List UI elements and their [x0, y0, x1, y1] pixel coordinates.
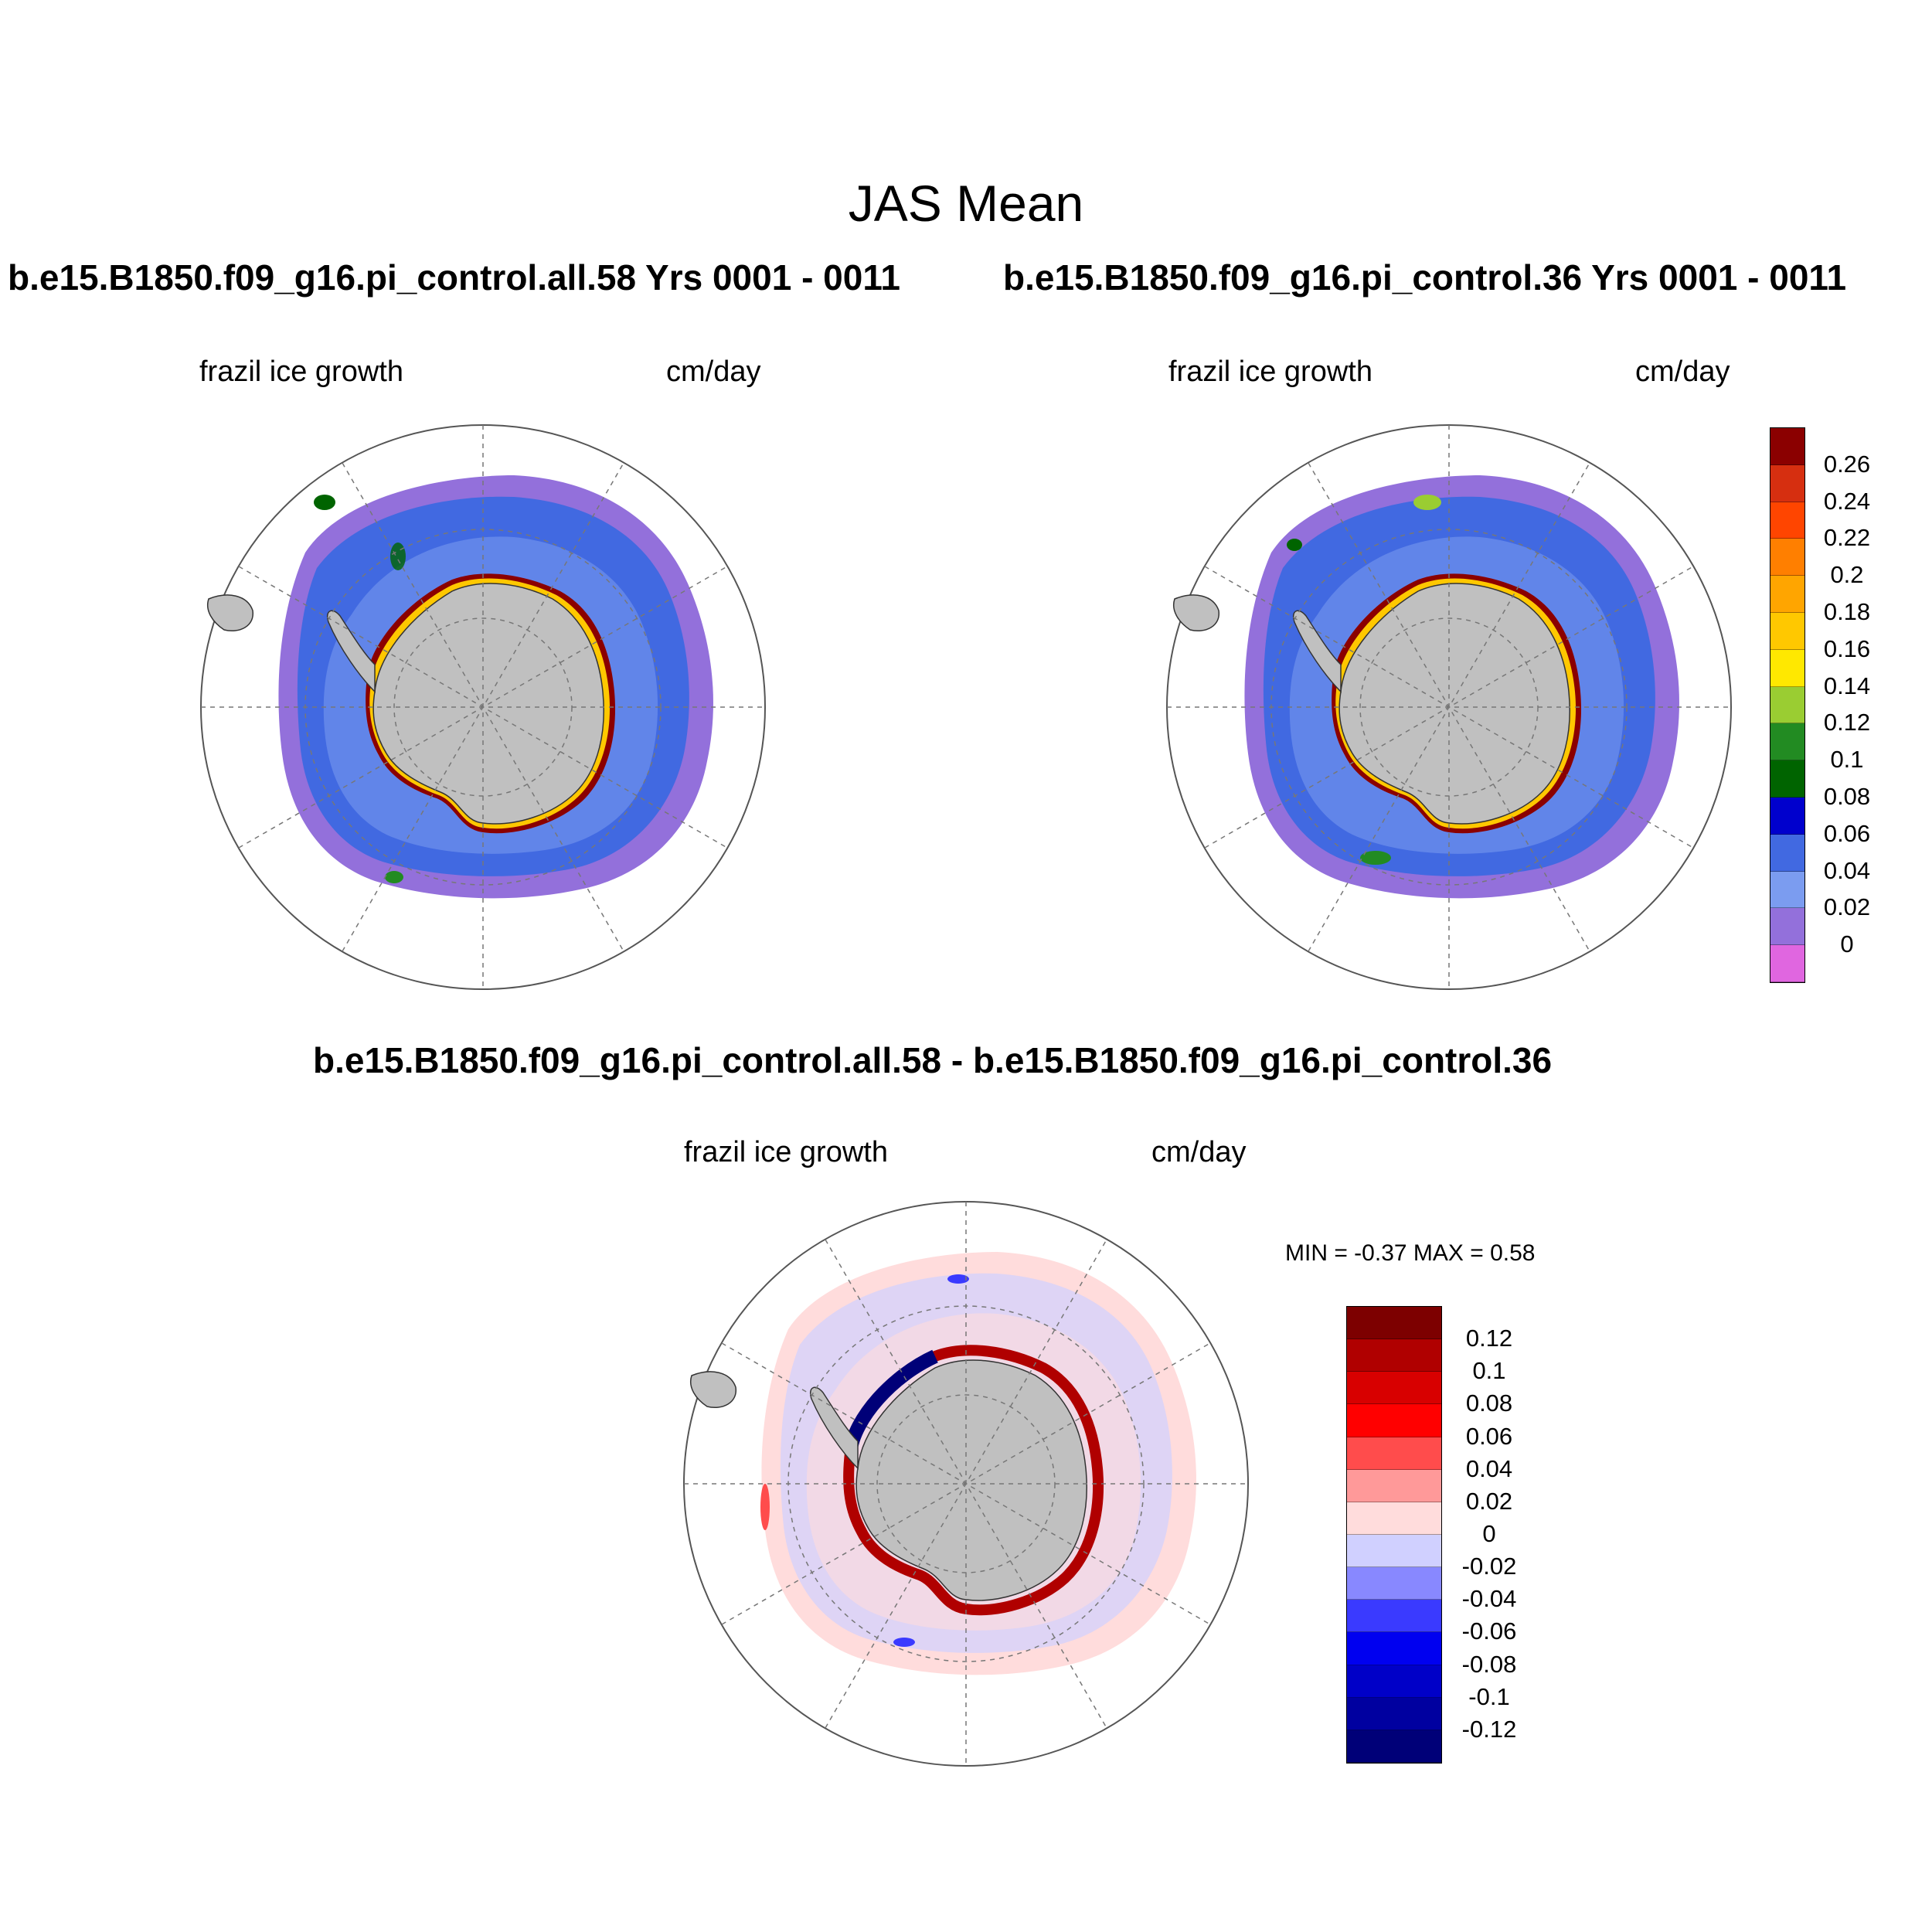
polar-map-panel1 [200, 424, 766, 990]
colorbar-swatch [1347, 1372, 1441, 1405]
colorbar-tick-label: 0.04 [1465, 1454, 1513, 1482]
colorbar-swatch [1770, 871, 1804, 909]
colorbar-tick-label: -0.08 [1461, 1650, 1517, 1678]
colorbar-swatch [1347, 1567, 1441, 1600]
colorbar-tick-label: 0.1 [1472, 1357, 1506, 1385]
colorbar-swatch [1347, 1404, 1441, 1437]
colorbar-tick-label: 0.2 [1830, 561, 1864, 589]
panel1-case-title: b.e15.B1850.f09_g16.pi_control.all.58 Yr… [8, 257, 900, 298]
colorbar-swatch [1770, 539, 1804, 577]
colorbar-swatch [1770, 686, 1804, 724]
colorbar-swatch [1770, 945, 1804, 982]
colorbar-swatch [1347, 1730, 1441, 1763]
colorbar-swatch [1770, 723, 1804, 761]
figure-title: JAS Mean [848, 175, 1084, 232]
polar-map-panel2 [1166, 424, 1732, 990]
colorbar-tick-label: 0 [1840, 930, 1854, 958]
colorbar-swatch [1347, 1469, 1441, 1502]
diff-min-max-label: MIN = -0.37 MAX = 0.58 [1285, 1240, 1536, 1266]
panel3-units-label: cm/day [1151, 1136, 1247, 1168]
colorbar-swatch [1770, 834, 1804, 872]
colorbar-tick-label: 0.14 [1823, 672, 1871, 699]
colorbar-tick-label: 0.1 [1830, 746, 1864, 774]
colorbar-swatch [1770, 428, 1804, 465]
colorbar-tick-label: 0.06 [1823, 819, 1871, 847]
colorbar-tick-label: 0.16 [1823, 634, 1871, 662]
colorbar-swatch [1347, 1632, 1441, 1665]
colorbar-tick-label: -0.12 [1461, 1715, 1517, 1743]
colorbar-tick-label: -0.02 [1461, 1553, 1517, 1580]
colorbar-tick-label: 0.08 [1465, 1389, 1513, 1417]
polar-map-diff [683, 1201, 1249, 1767]
colorbar-swatch [1770, 612, 1804, 650]
panel1-units-label: cm/day [666, 355, 761, 388]
colorbar-tick-label: 0.22 [1823, 524, 1871, 552]
colorbar-tick-label: 0.08 [1823, 783, 1871, 810]
panel1-variable-label: frazil ice growth [199, 355, 403, 388]
colorbar-swatch [1347, 1600, 1441, 1633]
colorbar-tick-label: 0.02 [1823, 893, 1871, 921]
colorbar-main [1770, 427, 1805, 983]
colorbar-swatch [1347, 1307, 1441, 1340]
colorbar-tick-label: -0.1 [1468, 1682, 1510, 1710]
colorbar-swatch [1770, 464, 1804, 502]
panel3-case-title: b.e15.B1850.f09_g16.pi_control.all.58 - … [313, 1040, 1553, 1080]
colorbar-swatch [1347, 1534, 1441, 1568]
colorbar-tick-label: 0.24 [1823, 487, 1871, 515]
colorbar-swatch [1347, 1697, 1441, 1730]
colorbar-tick-label: 0 [1482, 1520, 1496, 1547]
colorbar-tick-label: 0.06 [1465, 1422, 1513, 1450]
panel2-case-title: b.e15.B1850.f09_g16.pi_control.36 Yrs 00… [1003, 257, 1847, 298]
colorbar-swatch [1770, 760, 1804, 798]
colorbar-tick-label: 0.26 [1823, 450, 1871, 478]
colorbar-swatch [1770, 649, 1804, 687]
colorbar-tick-label: 0.12 [1465, 1325, 1513, 1352]
colorbar-swatch [1347, 1502, 1441, 1535]
colorbar-swatch [1770, 576, 1804, 613]
panel2-variable-label: frazil ice growth [1168, 355, 1372, 388]
colorbar-swatch [1347, 1437, 1441, 1470]
colorbar-swatch [1347, 1665, 1441, 1698]
colorbar-tick-label: 0.02 [1465, 1487, 1513, 1515]
colorbar-tick-label: 0.04 [1823, 856, 1871, 884]
colorbar-swatch [1347, 1339, 1441, 1372]
colorbar-tick-label: 0.18 [1823, 598, 1871, 625]
colorbar-tick-label: 0.12 [1823, 709, 1871, 736]
colorbar-tick-label: -0.06 [1461, 1617, 1517, 1645]
colorbar-swatch [1770, 797, 1804, 835]
panel3-variable-label: frazil ice growth [684, 1136, 888, 1168]
colorbar-swatch [1770, 908, 1804, 946]
colorbar-tick-label: -0.04 [1461, 1585, 1517, 1613]
panel2-units-label: cm/day [1635, 355, 1730, 388]
colorbar-diff [1346, 1306, 1442, 1764]
colorbar-swatch [1770, 502, 1804, 539]
